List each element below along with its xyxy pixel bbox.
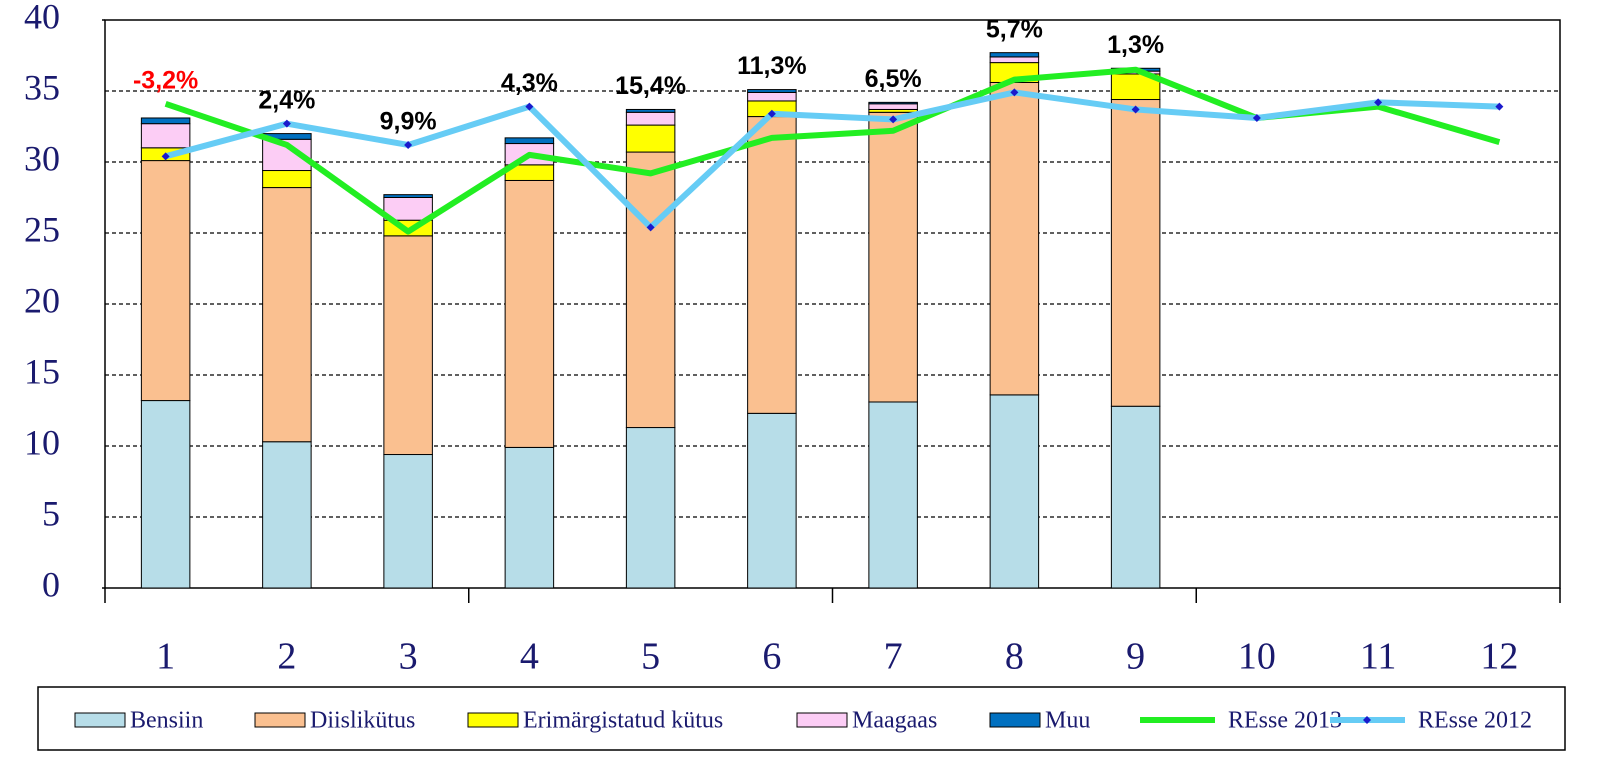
bar-segment bbox=[989, 81, 1040, 396]
bar-segment bbox=[383, 194, 433, 199]
x-tick-label: 5 bbox=[641, 636, 660, 678]
legend-label: REsse 2012 bbox=[1418, 708, 1532, 734]
y-tick-label: 35 bbox=[24, 67, 60, 107]
x-tick-label: 12 bbox=[1480, 636, 1518, 678]
y-tick-label: 20 bbox=[24, 280, 60, 320]
y-tick-label: 15 bbox=[24, 351, 60, 391]
x-tick-label: 9 bbox=[1126, 636, 1145, 678]
bar-segment bbox=[747, 116, 797, 414]
bar-segment bbox=[989, 394, 1040, 589]
line-marker bbox=[1495, 102, 1504, 111]
bar-segment bbox=[747, 89, 797, 93]
bar-segment bbox=[504, 137, 555, 145]
bar-segment bbox=[140, 117, 191, 125]
bar-annotation: 1,3% bbox=[1107, 31, 1164, 59]
line-marker bbox=[1010, 88, 1019, 97]
bar-annotation: 15,4% bbox=[615, 72, 686, 100]
y-tick-label: 25 bbox=[24, 209, 60, 249]
bar-segment bbox=[504, 446, 555, 589]
bar-annotation: 5,7% bbox=[986, 15, 1043, 43]
legend-label: Erimärgistatud kütus bbox=[523, 708, 723, 734]
bar-segment bbox=[747, 91, 797, 102]
line-series bbox=[164, 89, 1500, 231]
legend-swatch bbox=[796, 712, 848, 728]
legend-label: REsse 2013 bbox=[1228, 708, 1342, 734]
x-tick-label: 8 bbox=[1005, 636, 1024, 678]
x-tick-label: 1 bbox=[156, 636, 175, 678]
y-tick-label: 40 bbox=[24, 0, 60, 36]
x-tick-label: 7 bbox=[884, 636, 903, 678]
x-tick-label: 11 bbox=[1360, 636, 1397, 678]
y-tick-label: 0 bbox=[42, 564, 60, 604]
bar-segment bbox=[868, 103, 918, 110]
bar-segment bbox=[504, 179, 555, 448]
bar-annotation: 4,3% bbox=[501, 69, 558, 97]
bar-segment bbox=[140, 160, 191, 402]
bar-segment bbox=[747, 412, 797, 589]
bar-segment bbox=[1110, 405, 1161, 589]
line-marker bbox=[282, 119, 291, 128]
bar-annotation: 6,5% bbox=[865, 65, 922, 93]
line-marker bbox=[767, 109, 776, 118]
line-marker bbox=[646, 223, 655, 232]
x-tick-label: 4 bbox=[520, 636, 539, 678]
bar-segment bbox=[625, 427, 676, 589]
legend-swatch bbox=[74, 712, 126, 728]
line-marker bbox=[525, 102, 534, 111]
bar-segment bbox=[625, 124, 676, 153]
bar-segment bbox=[262, 441, 312, 589]
line-marker bbox=[1374, 98, 1383, 107]
line-marker bbox=[889, 115, 898, 124]
bar-segment bbox=[868, 101, 918, 105]
bar-annotation: 11,3% bbox=[737, 52, 807, 80]
bar-segment bbox=[140, 400, 191, 589]
legend-label: Maagaas bbox=[852, 708, 937, 734]
bar-segment bbox=[262, 170, 312, 189]
line-marker bbox=[1131, 105, 1140, 114]
x-tick-label: 2 bbox=[277, 636, 296, 678]
legend-label: Muu bbox=[1045, 708, 1090, 734]
bar-segment bbox=[868, 401, 918, 589]
bar-annotation: -3,2% bbox=[133, 66, 198, 94]
line-marker bbox=[161, 152, 170, 161]
x-tick-label: 6 bbox=[762, 636, 781, 678]
bar-annotation: 9,9% bbox=[380, 108, 437, 136]
y-tick-label: 5 bbox=[42, 493, 60, 533]
legend-swatch bbox=[989, 712, 1041, 728]
legend-label: Bensiin bbox=[130, 708, 203, 734]
y-tick-label: 30 bbox=[24, 138, 60, 178]
bar-segment bbox=[262, 187, 312, 443]
x-tick-label: 10 bbox=[1238, 636, 1276, 678]
bar-segment bbox=[989, 56, 1040, 64]
bar-segment bbox=[625, 111, 676, 126]
bar-segment bbox=[383, 454, 433, 589]
legend-label: Diislikütus bbox=[310, 708, 415, 734]
bar-segment bbox=[868, 111, 918, 403]
legend-marker bbox=[1363, 716, 1371, 724]
bar-segment bbox=[625, 108, 676, 113]
y-tick-label: 10 bbox=[24, 422, 60, 462]
legend-swatch bbox=[254, 712, 306, 728]
bar-segment bbox=[383, 235, 433, 456]
line-marker bbox=[1252, 113, 1261, 122]
x-tick-label: 3 bbox=[399, 636, 418, 678]
bar-annotation: 2,4% bbox=[258, 86, 315, 114]
bar-segment bbox=[1110, 99, 1161, 407]
bar-segment bbox=[989, 52, 1040, 58]
line-marker bbox=[404, 140, 413, 149]
legend-swatch bbox=[467, 712, 519, 728]
bar-segment bbox=[625, 151, 676, 429]
bar-segment bbox=[140, 123, 191, 149]
